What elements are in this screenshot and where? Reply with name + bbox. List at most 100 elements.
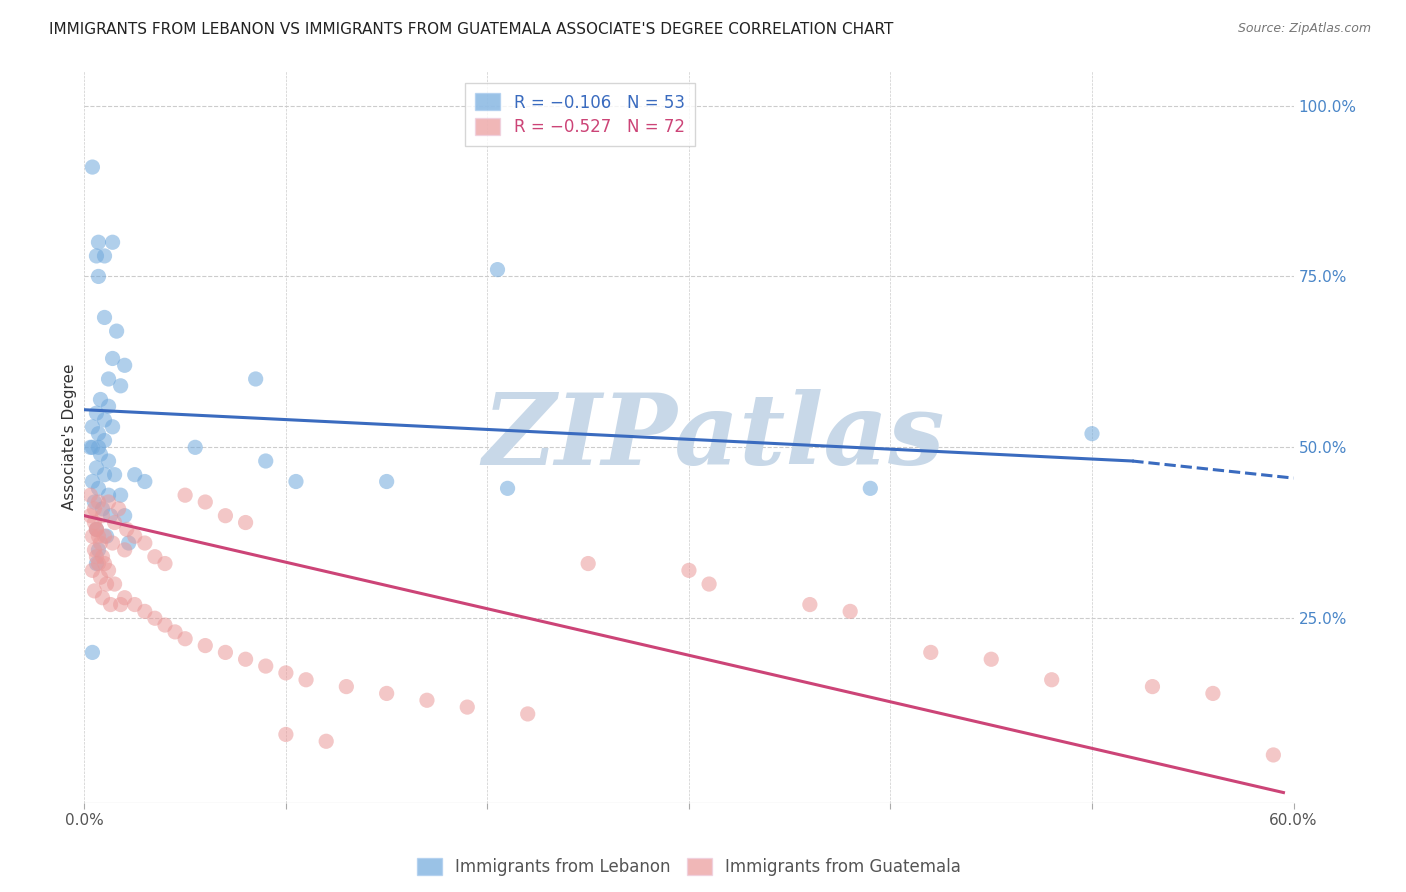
Point [79, 440, 101, 454]
Point [920, 645, 942, 659]
Point [82, 529, 104, 543]
Text: Source: ZipAtlas.com: Source: ZipAtlas.com [1237, 22, 1371, 36]
Point [194, 495, 217, 509]
Point [86, 522, 108, 536]
Point [118, 536, 141, 550]
Legend: Immigrants from Lebanon, Immigrants from Guatemala: Immigrants from Lebanon, Immigrants from… [411, 851, 967, 883]
Point [93, 467, 115, 482]
Text: ZIPatlas: ZIPatlas [482, 389, 945, 485]
Point [174, 488, 197, 502]
Point [79, 488, 101, 502]
Point [375, 686, 398, 700]
Text: IMMIGRANTS FROM LEBANON VS IMMIGRANTS FROM GUATEMALA ASSOCIATE'S DEGREE CORRELAT: IMMIGRANTS FROM LEBANON VS IMMIGRANTS FR… [49, 22, 894, 37]
Point [107, 501, 129, 516]
Point [101, 420, 124, 434]
Point [87, 269, 110, 284]
Point [576, 557, 599, 571]
Point [86, 549, 108, 564]
Point [114, 542, 136, 557]
Point [143, 549, 166, 564]
Point [114, 508, 136, 523]
Point [516, 706, 538, 721]
Point [134, 475, 156, 489]
Point [124, 467, 146, 482]
Point [165, 624, 187, 639]
Point [87, 426, 110, 441]
Point [114, 359, 136, 373]
Point [245, 372, 267, 386]
Point [82, 440, 104, 454]
Point [97, 454, 120, 468]
Point [134, 536, 156, 550]
Point [1142, 680, 1164, 694]
Point [274, 727, 297, 741]
Point [89, 570, 111, 584]
Point [93, 413, 115, 427]
Point [416, 693, 439, 707]
Point [93, 557, 115, 571]
Point [114, 591, 136, 605]
Point [134, 604, 156, 618]
Point [82, 160, 104, 174]
Point [100, 508, 122, 523]
Point [89, 536, 111, 550]
Point [110, 488, 132, 502]
Point [115, 522, 138, 536]
Point [86, 460, 108, 475]
Point [254, 659, 277, 673]
Point [97, 400, 120, 414]
Point [105, 324, 128, 338]
Point [274, 665, 297, 680]
Point [104, 577, 127, 591]
Point [87, 440, 110, 454]
Point [97, 563, 120, 577]
Point [86, 249, 108, 263]
Point [214, 508, 236, 523]
Point [82, 563, 104, 577]
Point [285, 475, 308, 489]
Point [110, 598, 132, 612]
Point [79, 508, 101, 523]
Point [839, 604, 862, 618]
Point [82, 475, 104, 489]
Point [124, 529, 146, 543]
Point [86, 522, 108, 536]
Point [104, 467, 127, 482]
Point [97, 488, 120, 502]
Point [97, 372, 120, 386]
Point [96, 529, 118, 543]
Point [194, 639, 217, 653]
Point [315, 734, 337, 748]
Point [799, 598, 821, 612]
Point [89, 447, 111, 461]
Point [91, 549, 114, 564]
Point [1081, 426, 1104, 441]
Point [153, 618, 176, 632]
Point [91, 508, 114, 523]
Point [83, 516, 105, 530]
Point [295, 673, 318, 687]
Point [184, 440, 207, 454]
Point [93, 249, 115, 263]
Point [87, 542, 110, 557]
Point [87, 495, 110, 509]
Point [91, 501, 114, 516]
Point [83, 495, 105, 509]
Point [153, 557, 176, 571]
Point [82, 420, 104, 434]
Point [143, 611, 166, 625]
Point [96, 577, 118, 591]
Point [89, 392, 111, 407]
Point [87, 529, 110, 543]
Point [678, 563, 700, 577]
Point [174, 632, 197, 646]
Point [93, 310, 115, 325]
Y-axis label: Associate's Degree: Associate's Degree [62, 364, 77, 510]
Point [93, 434, 115, 448]
Point [456, 700, 478, 714]
Point [486, 262, 509, 277]
Point [91, 591, 114, 605]
Point [110, 379, 132, 393]
Point [82, 645, 104, 659]
Point [101, 536, 124, 550]
